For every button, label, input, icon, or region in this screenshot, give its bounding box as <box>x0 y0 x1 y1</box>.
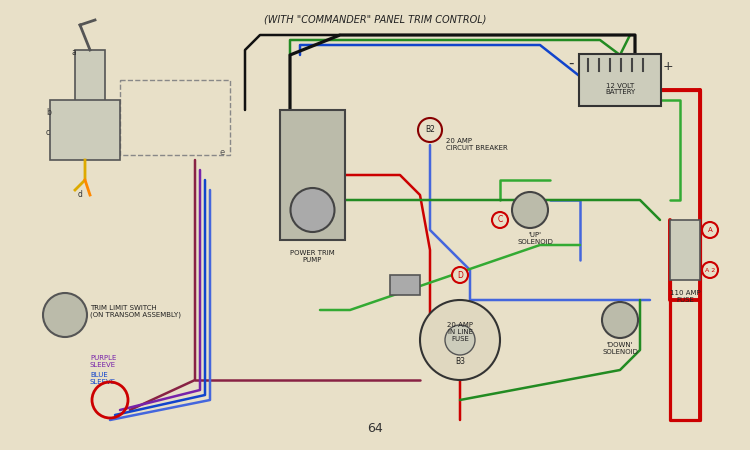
Text: POWER TRIM
PUMP: POWER TRIM PUMP <box>290 250 334 263</box>
Text: A: A <box>708 227 712 233</box>
Text: 64: 64 <box>368 422 382 435</box>
Bar <box>75 50 105 120</box>
Text: PURPLE
SLEEVE: PURPLE SLEEVE <box>90 355 116 368</box>
Circle shape <box>702 222 718 238</box>
Text: 12 VOLT
BATTERY: 12 VOLT BATTERY <box>604 82 635 95</box>
Circle shape <box>492 212 508 228</box>
Text: d: d <box>78 190 82 199</box>
Circle shape <box>290 188 334 232</box>
Text: 20 AMP
IN LINE
FUSE: 20 AMP IN LINE FUSE <box>447 322 473 342</box>
Text: b: b <box>46 108 51 117</box>
Circle shape <box>420 300 500 380</box>
Text: D: D <box>457 270 463 279</box>
Bar <box>280 110 345 240</box>
Text: 'UP'
SOLENOID: 'UP' SOLENOID <box>517 232 553 245</box>
Bar <box>50 100 120 160</box>
Bar <box>670 220 700 280</box>
Circle shape <box>452 267 468 283</box>
Text: TRIM LIMIT SWITCH
(ON TRANSOM ASSEMBLY): TRIM LIMIT SWITCH (ON TRANSOM ASSEMBLY) <box>90 305 181 319</box>
Text: a: a <box>71 48 76 57</box>
Circle shape <box>702 262 718 278</box>
Text: c: c <box>46 128 50 137</box>
Text: C: C <box>497 216 502 225</box>
Text: A 2: A 2 <box>705 267 716 273</box>
Text: +: + <box>663 60 674 73</box>
FancyBboxPatch shape <box>579 54 661 106</box>
Text: B3: B3 <box>455 357 465 366</box>
Text: 110 AMP
FUSE: 110 AMP FUSE <box>670 290 700 303</box>
Text: e: e <box>220 148 225 157</box>
Text: B2: B2 <box>425 126 435 135</box>
Circle shape <box>512 192 548 228</box>
Circle shape <box>43 293 87 337</box>
Text: (WITH "COMMANDER" PANEL TRIM CONTROL): (WITH "COMMANDER" PANEL TRIM CONTROL) <box>264 14 486 24</box>
Circle shape <box>418 118 442 142</box>
Circle shape <box>445 325 475 355</box>
Text: 'DOWN'
SOLENOID: 'DOWN' SOLENOID <box>602 342 638 355</box>
Text: 20 AMP
CIRCUIT BREAKER: 20 AMP CIRCUIT BREAKER <box>446 138 508 151</box>
Bar <box>120 80 230 155</box>
Text: -: - <box>568 55 574 71</box>
Text: BLUE
SLEEVE: BLUE SLEEVE <box>90 372 116 385</box>
Bar <box>390 275 420 295</box>
Circle shape <box>602 302 638 338</box>
